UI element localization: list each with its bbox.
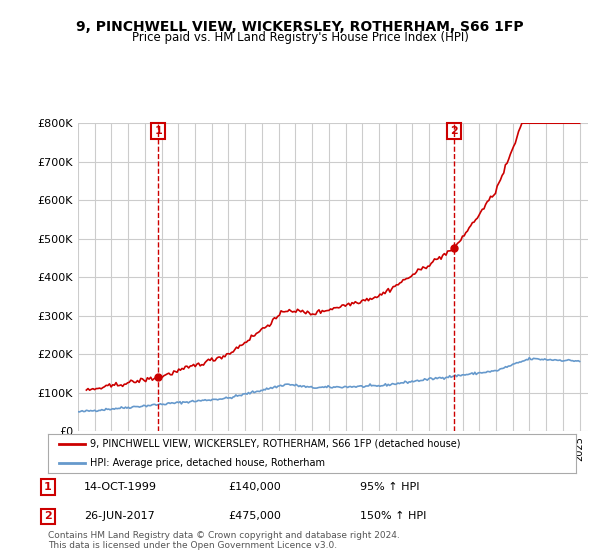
Text: Price paid vs. HM Land Registry's House Price Index (HPI): Price paid vs. HM Land Registry's House … — [131, 31, 469, 44]
Text: 2: 2 — [450, 126, 458, 136]
Text: 9, PINCHWELL VIEW, WICKERSLEY, ROTHERHAM, S66 1FP: 9, PINCHWELL VIEW, WICKERSLEY, ROTHERHAM… — [76, 20, 524, 34]
Text: HPI: Average price, detached house, Rotherham: HPI: Average price, detached house, Roth… — [90, 459, 325, 468]
Text: 14-OCT-1999: 14-OCT-1999 — [84, 482, 157, 492]
Text: 26-JUN-2017: 26-JUN-2017 — [84, 511, 155, 521]
Text: £140,000: £140,000 — [228, 482, 281, 492]
Text: £475,000: £475,000 — [228, 511, 281, 521]
Text: 150% ↑ HPI: 150% ↑ HPI — [360, 511, 427, 521]
Text: 9, PINCHWELL VIEW, WICKERSLEY, ROTHERHAM, S66 1FP (detached house): 9, PINCHWELL VIEW, WICKERSLEY, ROTHERHAM… — [90, 439, 461, 449]
Text: 2: 2 — [44, 511, 52, 521]
Text: 95% ↑ HPI: 95% ↑ HPI — [360, 482, 419, 492]
Text: Contains HM Land Registry data © Crown copyright and database right 2024.
This d: Contains HM Land Registry data © Crown c… — [48, 530, 400, 550]
Text: 1: 1 — [44, 482, 52, 492]
Text: 1: 1 — [154, 126, 162, 136]
